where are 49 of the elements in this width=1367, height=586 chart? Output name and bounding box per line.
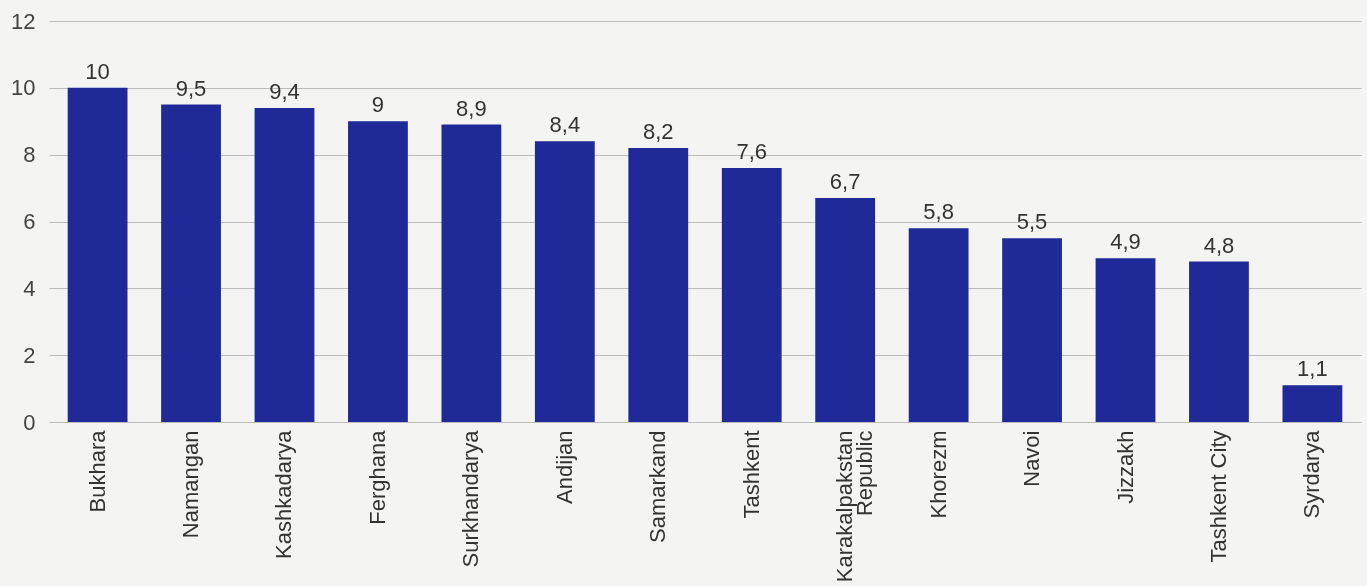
x-tick-label: Tashkent [738, 430, 764, 519]
x-tick-label: Ferghana [364, 429, 390, 525]
x-tick-label: Navoi [1019, 430, 1045, 487]
data-label: 8,4 [549, 112, 581, 138]
bar [534, 141, 595, 422]
y-tick-label: 2 [23, 342, 36, 368]
x-tick-label: Bukhara [84, 429, 110, 513]
bar [908, 228, 969, 422]
y-tick-label: 12 [11, 8, 36, 34]
y-tick-label: 6 [23, 209, 36, 234]
data-label: 4,8 [1203, 232, 1235, 258]
bar [1189, 261, 1249, 422]
bar [441, 124, 502, 422]
x-tick-label: Tashkent City [1205, 430, 1231, 563]
x-tick-label: Kashkadarya [271, 429, 297, 559]
bar [348, 121, 408, 422]
bar [67, 87, 128, 422]
data-label: 9 [371, 92, 385, 118]
data-label: 4,9 [1110, 229, 1141, 255]
data-label: 1,1 [1297, 356, 1328, 382]
y-tick-label: 8 [23, 142, 36, 168]
data-label: 8,9 [456, 95, 487, 121]
x-tick-label: Surkhandarya [458, 429, 484, 568]
x-tick-label: Jizzakh [1112, 430, 1138, 504]
bar [254, 107, 315, 422]
x-tick-label: Namangan [178, 430, 204, 539]
bar [1002, 238, 1062, 422]
data-label: 9,4 [269, 78, 300, 104]
y-tick-label: 0 [23, 409, 36, 435]
x-tick-label: Karakalpakstan Republic [832, 430, 878, 583]
bar [161, 104, 221, 422]
data-label: 5,8 [923, 199, 954, 225]
x-tick-label: Syrdarya [1299, 429, 1325, 519]
data-label: 8,2 [642, 118, 674, 144]
bar [1282, 385, 1343, 422]
bar [628, 147, 689, 422]
bar [1095, 258, 1156, 422]
data-label: 10 [85, 58, 110, 84]
y-tick-label: 4 [23, 275, 36, 301]
x-tick-label: Samarkand [645, 430, 671, 544]
bar [815, 198, 876, 422]
data-label: 6,7 [829, 169, 861, 195]
data-label: 7,6 [736, 139, 768, 165]
x-tick-label: Andijan [551, 430, 577, 504]
x-tick-label: Khorezm [925, 430, 951, 519]
data-label: 9,5 [175, 75, 207, 101]
y-tick-label: 10 [11, 75, 36, 101]
bar [721, 168, 782, 422]
data-label: 5,5 [1016, 209, 1048, 235]
